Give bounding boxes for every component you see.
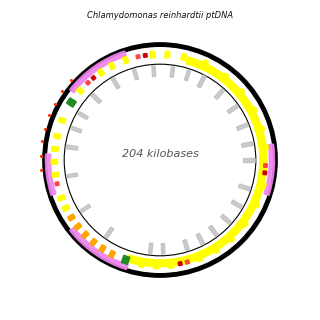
- Bar: [111, 77, 120, 89]
- Bar: [91, 93, 101, 104]
- Wedge shape: [264, 144, 275, 196]
- Bar: [58, 117, 66, 124]
- Bar: [261, 144, 268, 150]
- Bar: [67, 173, 78, 178]
- Text: 204 kilobases: 204 kilobases: [122, 149, 198, 159]
- Bar: [108, 62, 116, 70]
- Wedge shape: [70, 51, 126, 93]
- Bar: [154, 262, 159, 269]
- Bar: [184, 70, 191, 81]
- Bar: [58, 195, 65, 201]
- Bar: [150, 51, 155, 58]
- Bar: [52, 146, 58, 152]
- Bar: [78, 112, 88, 120]
- Bar: [263, 171, 267, 175]
- Bar: [132, 69, 139, 80]
- Bar: [196, 254, 203, 262]
- Bar: [152, 66, 156, 76]
- Bar: [237, 88, 245, 96]
- Bar: [209, 225, 219, 237]
- Bar: [68, 214, 75, 221]
- Bar: [185, 260, 189, 264]
- Bar: [91, 76, 96, 80]
- Bar: [214, 88, 225, 100]
- Bar: [181, 53, 187, 61]
- Bar: [122, 56, 129, 64]
- Bar: [212, 246, 220, 253]
- Bar: [168, 262, 174, 268]
- Bar: [243, 158, 255, 162]
- Bar: [67, 98, 76, 107]
- Bar: [55, 182, 59, 186]
- Bar: [52, 172, 59, 177]
- Bar: [99, 245, 106, 252]
- Bar: [201, 60, 208, 69]
- Bar: [236, 123, 248, 131]
- Bar: [76, 87, 84, 94]
- Bar: [104, 227, 114, 239]
- Bar: [170, 67, 175, 77]
- Bar: [161, 244, 165, 254]
- Bar: [148, 243, 153, 254]
- Bar: [227, 235, 235, 242]
- Bar: [97, 68, 105, 76]
- Bar: [257, 126, 265, 132]
- Bar: [143, 53, 147, 57]
- Bar: [121, 255, 130, 264]
- Bar: [51, 159, 58, 164]
- Bar: [108, 250, 116, 258]
- Bar: [259, 182, 266, 188]
- Bar: [74, 223, 82, 230]
- Bar: [53, 133, 61, 139]
- Bar: [240, 220, 248, 227]
- Bar: [90, 238, 97, 246]
- Bar: [220, 214, 232, 225]
- Bar: [238, 184, 251, 191]
- Bar: [165, 51, 170, 58]
- Text: Chlamydomonas reinhardtii ptDNA: Chlamydomonas reinhardtii ptDNA: [87, 11, 233, 20]
- Bar: [80, 204, 91, 212]
- Bar: [242, 142, 253, 148]
- Bar: [252, 201, 260, 208]
- Bar: [81, 231, 89, 239]
- Bar: [85, 80, 91, 85]
- Bar: [136, 55, 140, 59]
- Bar: [249, 107, 257, 114]
- Bar: [264, 164, 267, 167]
- Wedge shape: [45, 154, 56, 196]
- Bar: [66, 145, 78, 150]
- Bar: [71, 126, 82, 133]
- Bar: [197, 75, 206, 88]
- Bar: [183, 239, 189, 251]
- Bar: [231, 200, 243, 209]
- Wedge shape: [70, 227, 128, 269]
- Bar: [139, 260, 145, 268]
- Bar: [196, 233, 204, 245]
- Bar: [221, 73, 229, 81]
- Bar: [227, 104, 239, 114]
- Bar: [62, 204, 70, 212]
- Wedge shape: [127, 57, 267, 267]
- Bar: [178, 262, 182, 266]
